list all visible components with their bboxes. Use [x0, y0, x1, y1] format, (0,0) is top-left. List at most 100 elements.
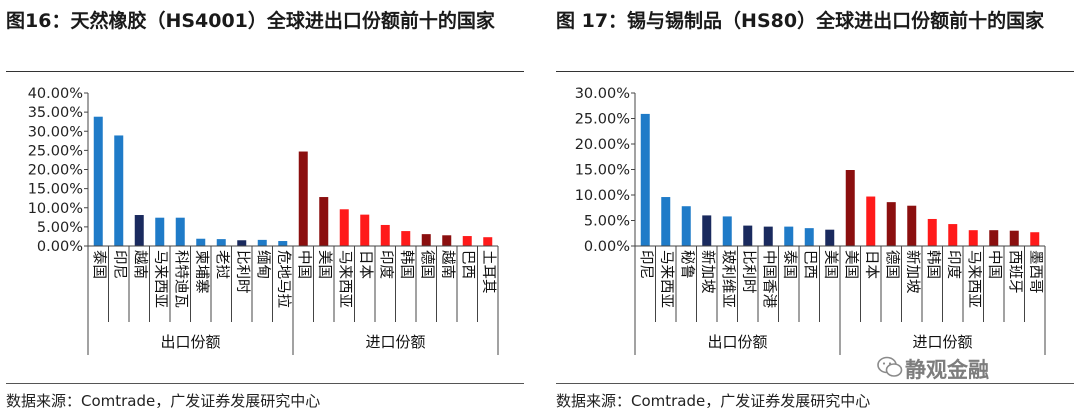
y-tick-label: 15.00% [28, 182, 83, 198]
x-category-label: 柬埔寨 [193, 250, 211, 294]
x-category-label: 日本 [357, 250, 374, 279]
x-category-label: 美国 [842, 250, 859, 279]
bar [948, 224, 958, 246]
y-tick-label: 40.00% [28, 86, 83, 102]
x-category-label: 德国 [883, 250, 900, 279]
bar [743, 225, 753, 246]
y-tick-label: 5.00% [37, 220, 83, 236]
watermark-text: 静观金融 [905, 358, 989, 382]
wechat-icon [877, 356, 903, 377]
x-category-label: 印度 [945, 250, 962, 279]
right-chart-panel: 图 17：锡与锡制品（HS80）全球进出口份额前十的国家 0.00% 5.00% 1… [550, 0, 1080, 418]
x-category-label: 老挝 [213, 250, 230, 279]
y-tick-label: 10.00% [28, 201, 83, 217]
bar [257, 239, 267, 246]
source-divider [6, 383, 524, 384]
bar [927, 218, 937, 246]
bar [421, 234, 431, 246]
bar [845, 170, 855, 246]
bar [866, 196, 876, 246]
bar [134, 215, 144, 246]
bar [175, 217, 185, 246]
x-category-label: 越南 [439, 250, 456, 279]
bar [968, 230, 978, 246]
bar [298, 151, 308, 246]
x-category-label: 马来西亚 [965, 250, 982, 308]
x-category-label: 马来西亚 [152, 250, 169, 308]
x-category-label: 危地马拉 [275, 250, 292, 308]
group-label: 进口份额 [365, 333, 425, 351]
x-category-label: 缅甸 [254, 250, 271, 279]
bar [702, 215, 712, 246]
bar [401, 231, 411, 246]
bar [989, 230, 999, 246]
x-category-label: 泰国 [90, 250, 107, 279]
bar [804, 228, 814, 246]
y-tick-label: 25.00% [575, 112, 630, 128]
x-category-label: 秘鲁 [678, 250, 695, 279]
x-category-label: 中国香港 [760, 250, 777, 308]
bar [483, 237, 493, 246]
x-category-label: 韩国 [924, 250, 941, 279]
x-category-label: 泰国 [781, 250, 798, 279]
bar [237, 240, 247, 246]
y-tick-label: 30.00% [28, 124, 83, 140]
x-category-label: 美国 [822, 250, 839, 279]
bar [360, 214, 370, 246]
chart-title: 图 17：锡与锡制品（HS80）全球进出口份额前十的国家 [556, 10, 1045, 32]
x-category-label: 韩国 [398, 250, 415, 279]
x-category-label: 科特迪瓦 [172, 250, 189, 308]
bar [1030, 232, 1040, 246]
title-divider [556, 71, 1074, 72]
bar [93, 116, 103, 246]
x-category-label: 马来西亚 [658, 250, 675, 308]
group-label: 出口份额 [707, 333, 767, 351]
bar [681, 206, 691, 246]
bar [462, 236, 472, 246]
y-tick-label: 0.00% [37, 239, 83, 255]
y-tick-label: 25.00% [28, 143, 83, 159]
y-tick-label: 20.00% [28, 163, 83, 179]
bar [319, 197, 329, 246]
y-tick-label: 15.00% [575, 163, 630, 179]
x-category-label: 印尼 [637, 250, 654, 279]
x-category-label: 新加坡 [904, 250, 921, 294]
data-source: 数据来源：Comtrade，广发证券发展研究中心 [556, 392, 871, 410]
x-category-label: 越南 [131, 250, 148, 279]
bar [825, 229, 835, 246]
bar [278, 241, 288, 246]
bar [907, 205, 917, 246]
bar [339, 209, 349, 246]
x-category-label: 墨西哥 [1027, 250, 1043, 294]
bar [640, 113, 650, 246]
chart-title: 图16：天然橡胶（HS4001）全球进出口份额前十的国家 [6, 10, 495, 32]
x-category-label: 新加坡 [699, 250, 716, 294]
x-category-label: 比利时 [740, 250, 757, 294]
bar [661, 197, 671, 246]
bar-chart: 0.00% 5.00% 10.00% 15.00% 20.00% 25.00% 30.00%… [28, 86, 499, 355]
y-tick-label: 30.00% [575, 86, 630, 102]
bar [380, 224, 390, 246]
bar-chart: 0.00% 5.00% 10.00% 15.00% 20.00% 25.00% 30.00%… [575, 86, 1046, 355]
x-category-label: 日本 [863, 250, 880, 279]
x-category-label: 比利时 [234, 250, 251, 294]
y-tick-label: 35.00% [28, 105, 83, 121]
title-divider [6, 71, 524, 72]
bar [114, 135, 124, 246]
x-category-label: 土耳其 [480, 250, 497, 294]
bar [886, 202, 896, 246]
y-tick-label: 5.00% [584, 214, 630, 230]
bar [196, 238, 206, 246]
x-category-label: 巴西 [459, 250, 475, 279]
x-category-label: 西班牙 [1006, 250, 1023, 294]
x-category-label: 中国 [986, 250, 1003, 279]
y-tick-label: 20.00% [575, 137, 630, 153]
left-chart-panel: 图16：天然橡胶（HS4001）全球进出口份额前十的国家 0.00% 5.00% 1… [0, 0, 530, 418]
bar [1009, 230, 1019, 246]
y-tick-label: 0.00% [584, 239, 630, 255]
x-category-label: 中国 [295, 250, 312, 279]
x-category-label: 德国 [418, 250, 435, 279]
x-category-label: 玻利维亚 [719, 250, 736, 308]
group-label: 进口份额 [912, 333, 972, 351]
y-tick-label: 10.00% [575, 188, 630, 204]
